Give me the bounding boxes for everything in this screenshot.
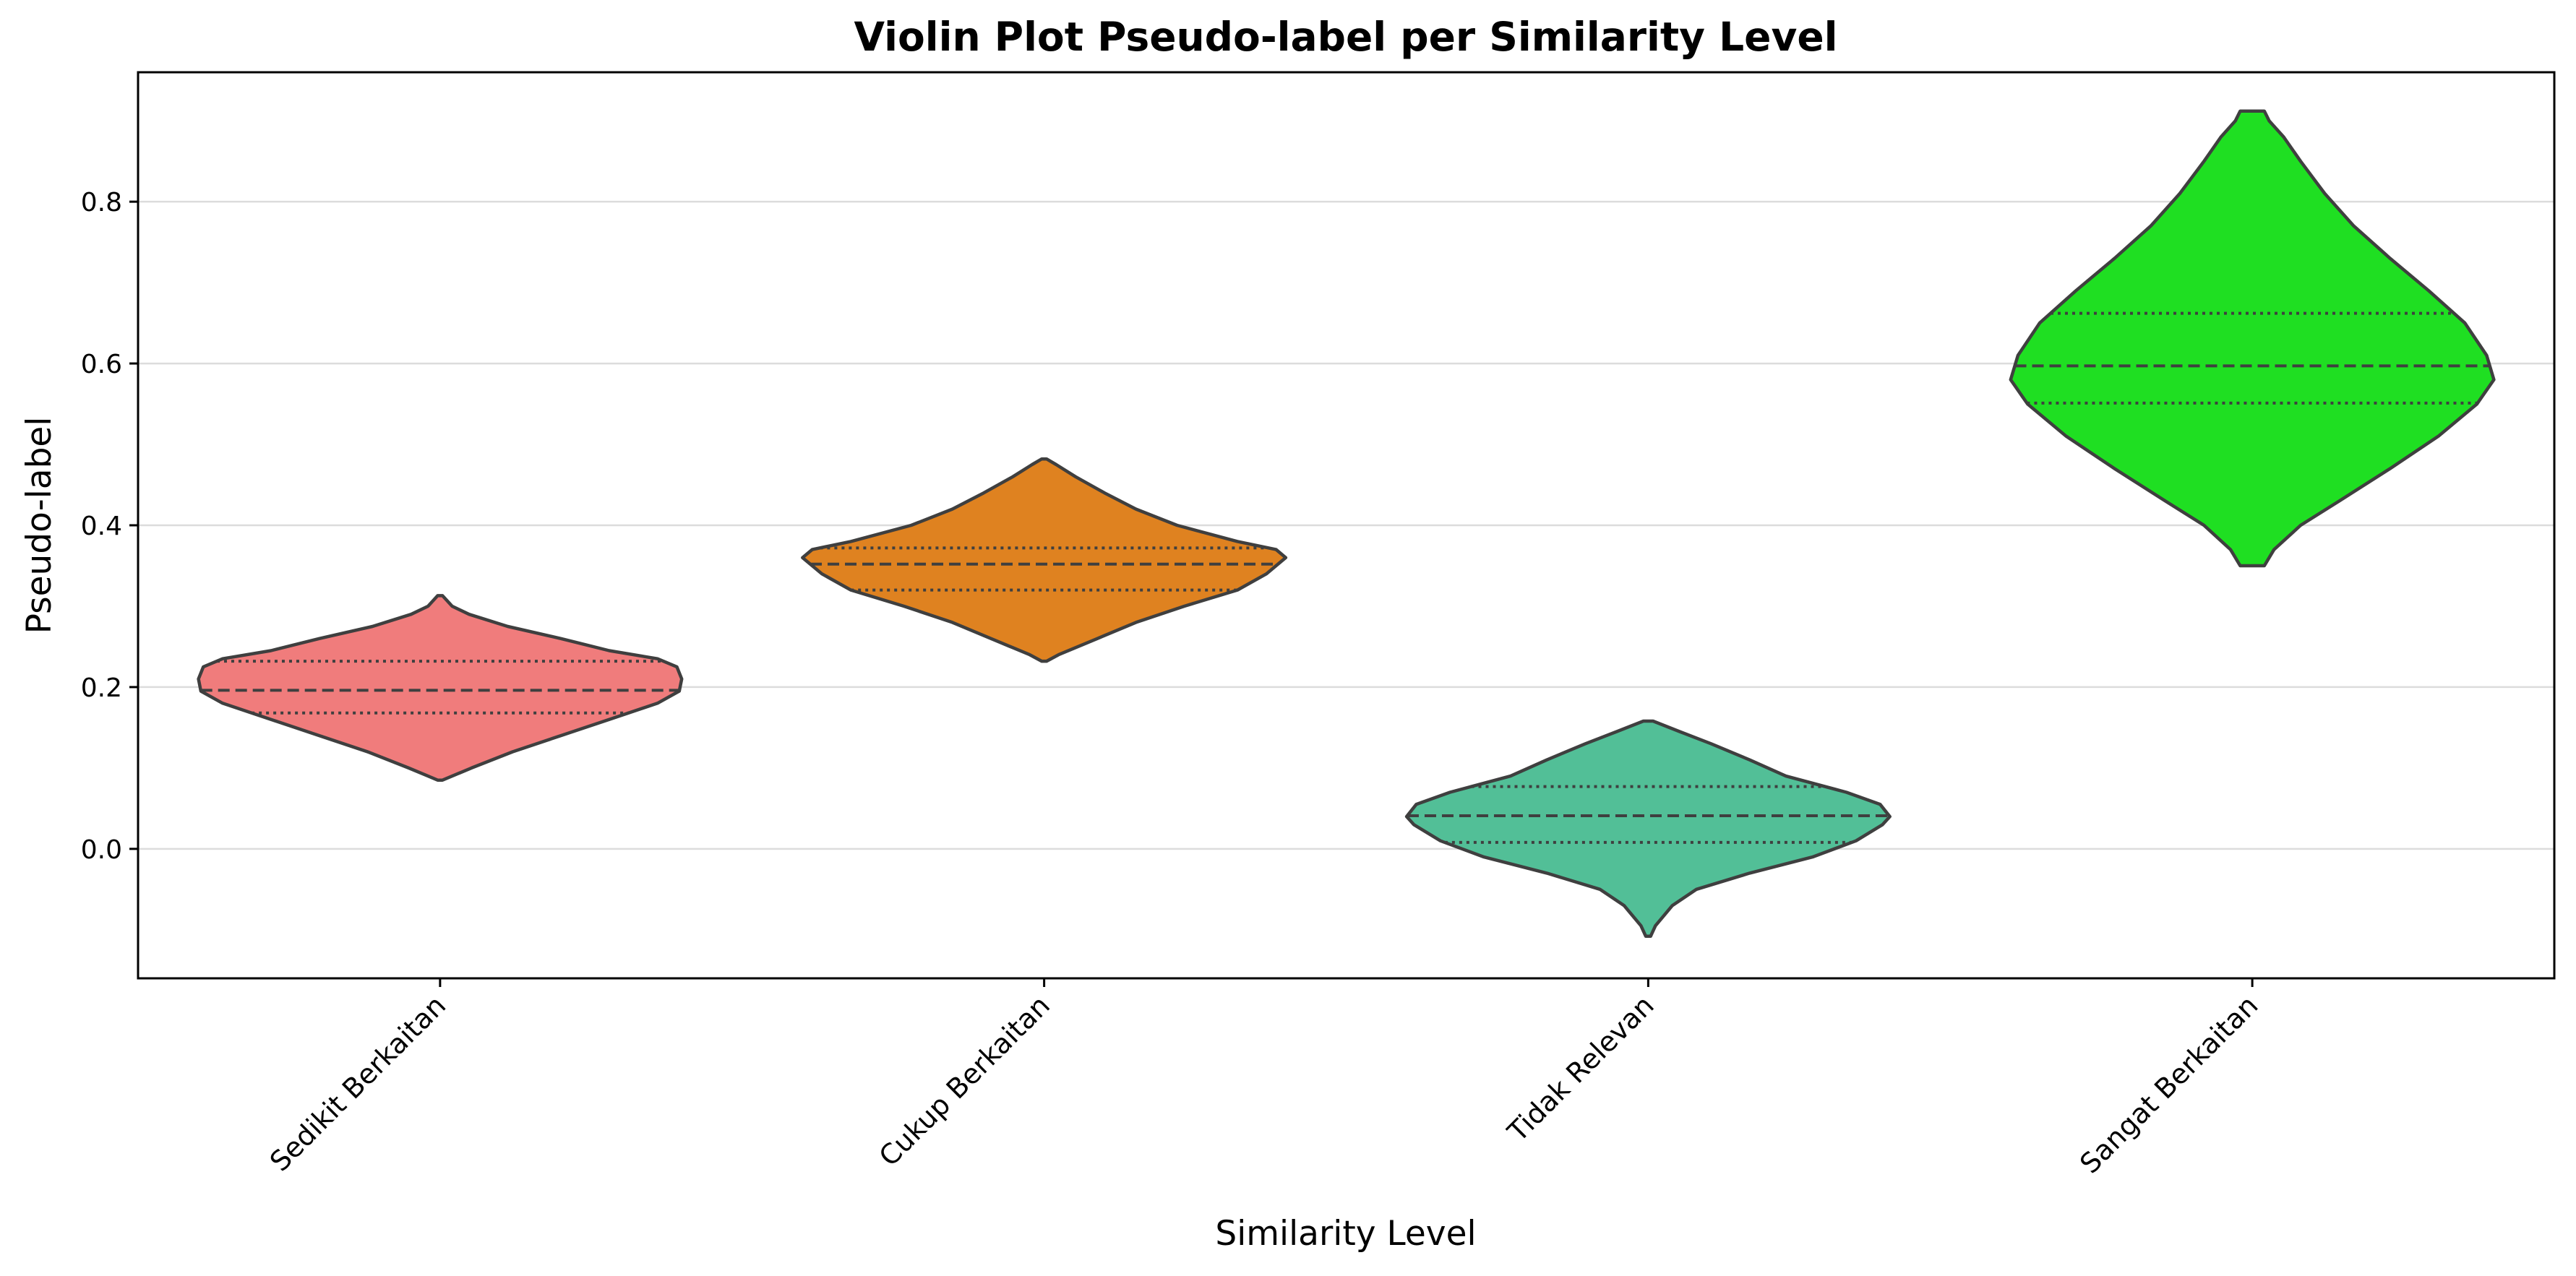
y-axis-label: Pseudo-label [20, 417, 59, 634]
x-axis-label: Similarity Level [1215, 1214, 1476, 1254]
violin-body [197, 594, 684, 782]
y-axis-ticks: 0.0 0.2 0.4 0.6 0.8 [81, 188, 138, 865]
violin-body [801, 457, 1288, 663]
y-tick-label: 0.8 [81, 188, 122, 217]
x-tick-label: Cukup Berkaitan [873, 989, 1056, 1172]
violin-sangat-berkaitan [2009, 109, 2496, 568]
y-tick-label: 0.0 [81, 835, 122, 865]
y-tick-label: 0.4 [81, 512, 122, 541]
violin-body [2009, 109, 2496, 568]
violin-cukup-berkaitan [801, 457, 1288, 663]
violin-body [1404, 719, 1892, 939]
x-tick-label: Sangat Berkaitan [2074, 989, 2264, 1179]
violins [197, 109, 2496, 939]
y-tick-label: 0.6 [81, 350, 122, 379]
chart-title: Violin Plot Pseudo-label per Similarity … [854, 14, 1838, 60]
x-tick-label: Tidak Relevan [1501, 989, 1660, 1148]
x-axis-ticks: Sedikit Berkaitan Cukup Berkaitan Tidak Re… [264, 978, 2264, 1180]
violin-tidak-relevan [1404, 719, 1892, 939]
y-tick-label: 0.2 [81, 673, 122, 703]
violin-sedikit-berkaitan [197, 594, 684, 782]
x-tick-label: Sedikit Berkaitan [264, 989, 452, 1177]
